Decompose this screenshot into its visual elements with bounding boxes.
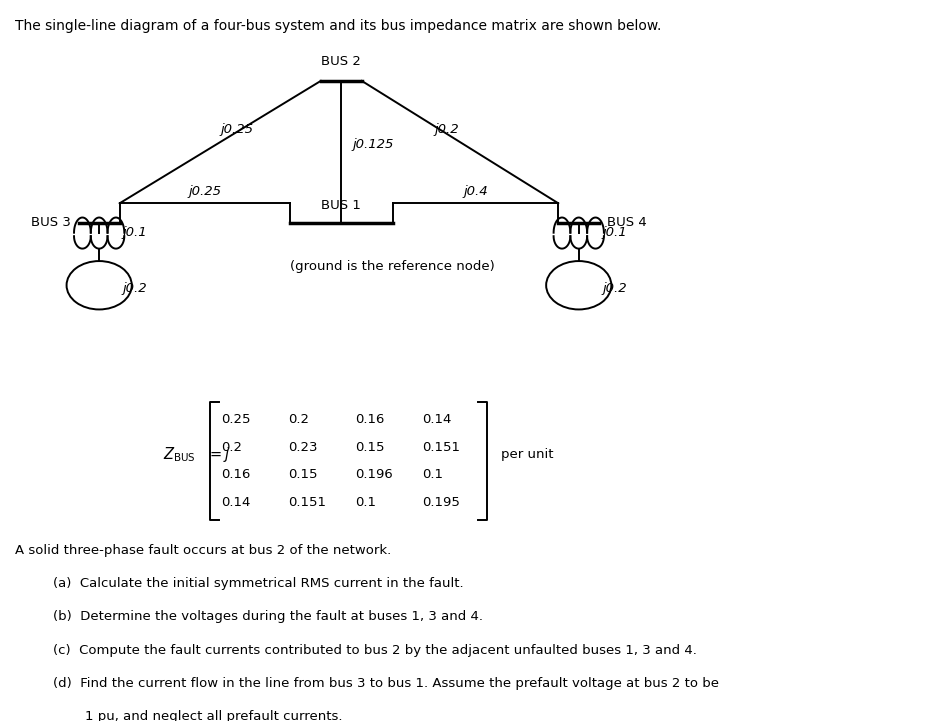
Text: j0.2: j0.2 xyxy=(602,282,627,295)
Text: $= j$: $= j$ xyxy=(207,445,232,464)
Text: j0.25: j0.25 xyxy=(189,185,221,198)
Text: 0.25: 0.25 xyxy=(221,413,250,426)
Text: BUS 2: BUS 2 xyxy=(321,56,361,68)
Text: BUS 4: BUS 4 xyxy=(607,216,646,229)
Text: (b)  Determine the voltages during the fault at buses 1, 3 and 4.: (b) Determine the voltages during the fa… xyxy=(52,611,483,624)
Text: (ground is the reference node): (ground is the reference node) xyxy=(290,260,495,273)
Text: The single-line diagram of a four-bus system and its bus impedance matrix are sh: The single-line diagram of a four-bus sy… xyxy=(15,19,661,32)
Text: j0.1: j0.1 xyxy=(602,226,627,239)
Text: BUS 3: BUS 3 xyxy=(32,216,71,229)
Text: 0.16: 0.16 xyxy=(355,413,385,426)
Text: 0.14: 0.14 xyxy=(221,496,250,509)
Text: per unit: per unit xyxy=(501,448,554,461)
Text: 0.14: 0.14 xyxy=(422,413,452,426)
Text: 1 pu, and neglect all prefault currents.: 1 pu, and neglect all prefault currents. xyxy=(85,710,343,721)
Text: 0.15: 0.15 xyxy=(289,469,318,482)
Text: 0.16: 0.16 xyxy=(221,469,250,482)
Text: 0.196: 0.196 xyxy=(355,469,393,482)
Text: (d)  Find the current flow in the line from bus 3 to bus 1. Assume the prefault : (d) Find the current flow in the line fr… xyxy=(52,677,718,690)
Text: BUS 1: BUS 1 xyxy=(321,198,361,211)
Text: j0.4: j0.4 xyxy=(463,185,488,198)
Text: 0.23: 0.23 xyxy=(289,441,318,454)
Text: j0.125: j0.125 xyxy=(352,138,394,151)
Text: (c)  Compute the fault currents contributed to bus 2 by the adjacent unfaulted b: (c) Compute the fault currents contribut… xyxy=(52,644,697,657)
Text: 0.195: 0.195 xyxy=(422,496,460,509)
Text: j0.2: j0.2 xyxy=(434,123,459,136)
Text: 0.2: 0.2 xyxy=(289,413,309,426)
Text: $Z_{\mathsf{BUS}}$: $Z_{\mathsf{BUS}}$ xyxy=(163,445,196,464)
Text: A solid three-phase fault occurs at bus 2 of the network.: A solid three-phase fault occurs at bus … xyxy=(15,544,391,557)
Text: (a)  Calculate the initial symmetrical RMS current in the fault.: (a) Calculate the initial symmetrical RM… xyxy=(52,578,463,590)
Text: 0.151: 0.151 xyxy=(422,441,460,454)
Text: 0.15: 0.15 xyxy=(355,441,385,454)
Text: j0.25: j0.25 xyxy=(220,123,253,136)
Text: j0.1: j0.1 xyxy=(122,226,147,239)
Text: j0.2: j0.2 xyxy=(122,282,147,295)
Text: 0.1: 0.1 xyxy=(355,496,376,509)
Text: 0.151: 0.151 xyxy=(289,496,326,509)
Text: 0.2: 0.2 xyxy=(221,441,242,454)
Text: 0.1: 0.1 xyxy=(422,469,444,482)
